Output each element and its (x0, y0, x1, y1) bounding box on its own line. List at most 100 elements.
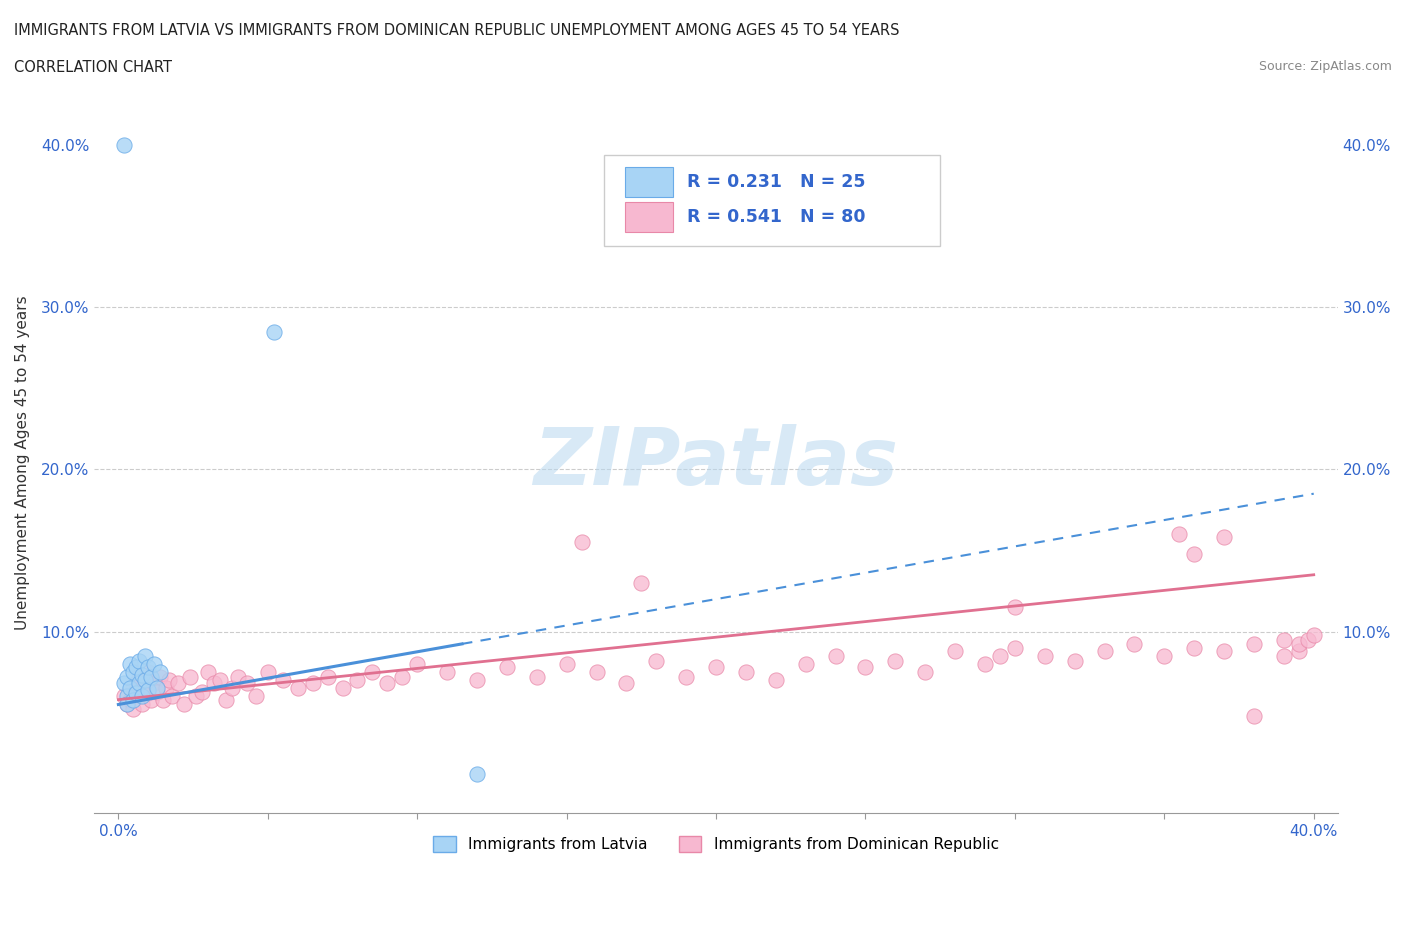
Point (1213, 644, 1236, 658)
Point (125, 676, 148, 691)
Point (616, 676, 638, 691)
Point (263, 325, 285, 339)
Point (375, 676, 398, 691)
Point (855, 659, 877, 674)
Legend: Immigrants from Latvia, Immigrants from Dominican Republic: Immigrants from Latvia, Immigrants from … (427, 830, 1005, 858)
Point (1063, 653, 1085, 668)
Point (202, 676, 225, 691)
Text: ZIPatlas: ZIPatlas (533, 424, 898, 502)
Point (988, 648, 1011, 663)
Point (131, 689, 153, 704)
Point (271, 672, 294, 687)
Point (122, 692, 145, 707)
Point (496, 659, 519, 674)
Point (316, 670, 339, 684)
Point (149, 670, 172, 684)
Point (1272, 648, 1295, 663)
Point (287, 681, 309, 696)
Point (301, 676, 323, 691)
Text: R = 0.231   N = 25: R = 0.231 N = 25 (688, 173, 866, 191)
Point (128, 676, 150, 691)
Point (675, 670, 697, 684)
FancyBboxPatch shape (605, 154, 939, 246)
Point (120, 692, 142, 707)
Point (884, 653, 907, 668)
Point (173, 698, 195, 712)
Point (152, 692, 174, 707)
Point (125, 685, 148, 700)
Point (134, 648, 156, 663)
Point (1153, 648, 1175, 663)
Point (465, 766, 488, 781)
Point (1288, 644, 1310, 658)
Point (1296, 632, 1319, 647)
Point (914, 665, 936, 680)
Point (794, 657, 817, 671)
Point (346, 672, 368, 687)
Point (1033, 648, 1056, 663)
Point (131, 681, 153, 696)
Point (465, 672, 488, 687)
Point (245, 689, 267, 704)
Point (184, 689, 207, 704)
Point (179, 670, 201, 684)
Text: IMMIGRANTS FROM LATVIA VS IMMIGRANTS FROM DOMINICAN REPUBLIC UNEMPLOYMENT AMONG : IMMIGRANTS FROM LATVIA VS IMMIGRANTS FRO… (14, 23, 900, 38)
Point (141, 670, 163, 684)
Point (704, 659, 727, 674)
Point (146, 681, 169, 696)
Point (149, 665, 172, 680)
Point (1288, 637, 1310, 652)
Point (131, 668, 153, 683)
Point (136, 665, 159, 680)
Point (197, 665, 219, 680)
Point (136, 659, 159, 674)
Point (128, 670, 150, 684)
Text: CORRELATION CHART: CORRELATION CHART (14, 60, 172, 75)
Point (112, 689, 135, 704)
Point (117, 689, 139, 704)
Point (1182, 546, 1205, 561)
Point (146, 684, 169, 699)
Point (436, 665, 458, 680)
Point (1213, 530, 1236, 545)
Point (1302, 628, 1324, 643)
Point (128, 689, 150, 704)
Point (136, 685, 159, 700)
Point (256, 665, 278, 680)
Text: Source: ZipAtlas.com: Source: ZipAtlas.com (1258, 60, 1392, 73)
Y-axis label: Unemployment Among Ages 45 to 54 years: Unemployment Among Ages 45 to 54 years (15, 296, 30, 631)
Bar (626, 203, 672, 232)
Point (117, 698, 139, 712)
Point (160, 689, 183, 704)
Point (735, 665, 758, 680)
Point (134, 672, 156, 687)
Point (208, 672, 231, 687)
Point (1123, 637, 1146, 652)
Point (226, 670, 249, 684)
Point (120, 657, 142, 671)
Point (645, 653, 668, 668)
Point (112, 138, 135, 153)
Point (136, 683, 159, 698)
Point (391, 670, 413, 684)
Point (143, 657, 166, 671)
Point (630, 576, 652, 591)
Point (122, 681, 145, 696)
Point (191, 684, 214, 699)
Point (361, 665, 384, 680)
Point (555, 657, 578, 671)
Point (974, 657, 997, 671)
Point (1168, 526, 1191, 541)
Point (134, 672, 156, 687)
Point (406, 657, 429, 671)
Point (143, 676, 166, 691)
Text: R = 0.541   N = 80: R = 0.541 N = 80 (688, 208, 866, 226)
Point (120, 681, 142, 696)
Point (155, 681, 177, 696)
Point (141, 692, 163, 707)
Point (117, 698, 139, 712)
Point (526, 670, 548, 684)
Point (122, 665, 145, 680)
Point (332, 681, 354, 696)
Point (167, 676, 190, 691)
